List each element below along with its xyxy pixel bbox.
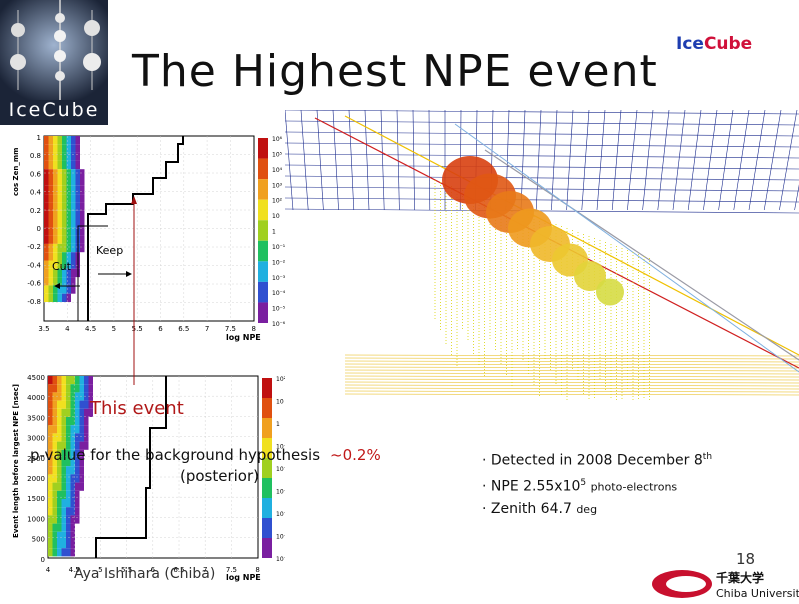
tick-label: 4.5 xyxy=(69,566,80,574)
detail-date: · Detected in 2008 December 8th xyxy=(482,452,713,469)
tick-label: 4 xyxy=(46,566,51,574)
tick-label: -0.2 xyxy=(27,243,41,251)
tick-label: 0.2 xyxy=(30,207,41,215)
pvalue-text: p-value for the background hypothesis xyxy=(30,446,321,464)
tick-label: 7 xyxy=(205,325,209,333)
tick-label: -0.6 xyxy=(27,280,41,288)
tick-label: 8 xyxy=(251,325,255,333)
event-length-vs-lognpe-plot: 4500 4000 3500 3000 2500 2000 1500 1000 500 0 4 4.… xyxy=(8,368,290,594)
tick-label: 500 xyxy=(32,536,45,544)
scale-label: 10² xyxy=(272,198,283,205)
chiba-emblem-icon: 千葉大学 Chiba University xyxy=(652,570,799,600)
tick-label: 0 xyxy=(37,225,41,233)
university-en: Chiba University xyxy=(716,587,799,600)
page-number: 18 xyxy=(736,550,756,568)
tick-label: -0.4 xyxy=(27,261,41,269)
tick-label: 6 xyxy=(151,566,156,574)
scale-label: 10⁻⁴ xyxy=(272,290,285,297)
tick-label: 3000 xyxy=(27,435,45,443)
event-details: · Detected in 2008 December 8th · NPE 2.… xyxy=(482,446,712,521)
histogram-bottom: 4500 4000 3500 3000 2500 2000 1500 1000 500 0 4 4.… xyxy=(12,374,290,582)
tick-label: 0 xyxy=(41,556,45,564)
tick-label: 6 xyxy=(158,325,163,333)
plot-top-xlabel: log NPE xyxy=(226,333,261,342)
scale-label: 10⁻⁶ xyxy=(272,321,285,328)
tick-label: 0.4 xyxy=(30,189,42,197)
scale-label: 10⁻¹ xyxy=(276,444,285,451)
tick-label: 2500 xyxy=(27,455,45,463)
pvalue-line: p-value for the background hypothesis ~0.… xyxy=(30,446,381,464)
keep-label: Keep xyxy=(96,244,123,257)
scale-label: 10⁶ xyxy=(272,136,283,143)
tick-label: 3.5 xyxy=(38,325,49,333)
detector-string-icon xyxy=(0,0,108,100)
tick-label: 0.8 xyxy=(30,152,41,160)
slide-title: The Highest NPE event xyxy=(132,46,658,97)
tick-label: 6.5 xyxy=(173,566,184,574)
scale-label: 10³ xyxy=(272,182,283,189)
scale-label: 10 xyxy=(272,213,280,220)
cut-label: Cut xyxy=(52,260,72,273)
scale-label: 10² xyxy=(276,376,285,383)
tick-label: 7.5 xyxy=(226,566,237,574)
detail-npe: · NPE 2.55x105 photo-electrons xyxy=(482,477,678,495)
plot-top-ylabel: cos Zen_mm xyxy=(12,148,20,196)
brand-left: Ice xyxy=(676,34,704,54)
tick-label: 5 xyxy=(112,325,116,333)
tick-label: 1000 xyxy=(27,515,45,523)
cos-zenith-vs-lognpe-plot: 1 0.8 0.6 0.4 0.2 0 -0.2 -0.4 -0.6 -0.8 3.5 4 4.5 5 5… xyxy=(8,126,286,344)
scale-label: 1 xyxy=(276,421,280,428)
tick-label: 0.6 xyxy=(30,170,42,178)
logo-wordmark: IceCube xyxy=(8,99,100,121)
plot-bottom-xlabel: log NPE xyxy=(226,573,261,582)
tick-label: 4.5 xyxy=(85,325,96,333)
scale-label: 10⁻³ xyxy=(276,489,285,496)
tick-label: 7 xyxy=(203,566,207,574)
tick-label: 4 xyxy=(65,325,70,333)
detail-zenith: · Zenith 64.7 deg xyxy=(482,501,598,518)
scale-label: 10⁻⁶ xyxy=(276,556,285,563)
icecube-logo: IceCube xyxy=(0,0,108,125)
scale-label: 10⁻⁵ xyxy=(272,306,285,313)
tick-label: 2000 xyxy=(27,475,45,483)
scale-label: 10⁻⁴ xyxy=(276,511,285,518)
scale-label: 10⁻² xyxy=(272,259,285,266)
scale-label: 10⁻² xyxy=(276,466,285,473)
plot-bottom-ylabel: Event length before largest NPE [nsec] xyxy=(12,384,20,538)
scale-label: 1 xyxy=(272,229,276,236)
tick-label: 5.5 xyxy=(132,325,143,333)
scale-label: 10 xyxy=(276,399,284,406)
tick-label: 5 xyxy=(98,566,102,574)
tick-label: 6.5 xyxy=(178,325,189,333)
pvalue-value: ~0.2% xyxy=(330,446,381,464)
tick-label: 8 xyxy=(255,566,259,574)
tick-label: 4000 xyxy=(27,394,45,402)
tick-label: 1500 xyxy=(27,495,45,503)
brand-right: Cube xyxy=(703,34,753,54)
tick-label: 3500 xyxy=(27,414,45,422)
posterior-label: (posterior) xyxy=(180,467,260,485)
tick-label: 7.5 xyxy=(225,325,236,333)
tick-label: 4500 xyxy=(27,374,45,382)
event-display xyxy=(285,110,799,400)
event-display-graphic xyxy=(285,110,799,400)
author-label: Aya Ishihara (Chiba) xyxy=(74,566,216,582)
tick-label: 1 xyxy=(37,134,41,142)
this-event-label: This event xyxy=(90,398,184,419)
scale-label: 10⁴ xyxy=(272,167,283,174)
brand-label: IceCube xyxy=(676,34,752,54)
scale-label: 10⁻³ xyxy=(272,275,285,282)
scale-label: 10⁻¹ xyxy=(272,244,285,251)
tick-label: -0.8 xyxy=(27,298,41,306)
scale-label: 10⁻⁵ xyxy=(276,534,285,541)
scale-label: 10⁵ xyxy=(272,151,283,158)
university-jp: 千葉大学 xyxy=(716,570,764,585)
histogram-top: 1 0.8 0.6 0.4 0.2 0 -0.2 -0.4 -0.6 -0.8 3.5 4 4.5 5 5… xyxy=(12,134,286,342)
tick-label: 5.5 xyxy=(121,566,132,574)
university-logo: 千葉大学 Chiba University xyxy=(650,568,799,600)
